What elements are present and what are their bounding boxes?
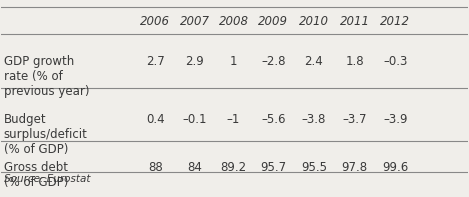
Text: 2009: 2009 (258, 15, 288, 28)
Text: –1: –1 (227, 113, 240, 126)
Text: 95.7: 95.7 (260, 161, 286, 174)
Text: 2.4: 2.4 (304, 55, 323, 68)
Text: 89.2: 89.2 (220, 161, 247, 174)
Text: 2012: 2012 (380, 15, 410, 28)
Text: –0.1: –0.1 (182, 113, 207, 126)
Text: 2008: 2008 (219, 15, 249, 28)
Text: 2.9: 2.9 (186, 55, 204, 68)
Text: –3.7: –3.7 (342, 113, 367, 126)
Text: 84: 84 (188, 161, 202, 174)
Text: Gross debt
(% of GDP): Gross debt (% of GDP) (4, 161, 68, 189)
Text: –3.8: –3.8 (302, 113, 326, 126)
Text: –3.9: –3.9 (383, 113, 408, 126)
Text: 2010: 2010 (299, 15, 329, 28)
Text: –5.6: –5.6 (261, 113, 286, 126)
Text: 97.8: 97.8 (342, 161, 368, 174)
Text: 1: 1 (230, 55, 237, 68)
Text: 88: 88 (148, 161, 163, 174)
Text: Source: Eurostat: Source: Eurostat (4, 174, 90, 184)
Text: 99.6: 99.6 (382, 161, 408, 174)
Text: –0.3: –0.3 (383, 55, 408, 68)
Text: 95.5: 95.5 (301, 161, 327, 174)
Text: –2.8: –2.8 (261, 55, 286, 68)
Text: Budget
surplus/deficit
(% of GDP): Budget surplus/deficit (% of GDP) (4, 113, 88, 156)
Text: 2.7: 2.7 (146, 55, 165, 68)
Text: GDP growth
rate (% of
previous year): GDP growth rate (% of previous year) (4, 55, 89, 98)
Text: 2006: 2006 (140, 15, 170, 28)
Text: 2011: 2011 (340, 15, 370, 28)
Text: 2007: 2007 (180, 15, 210, 28)
Text: 0.4: 0.4 (146, 113, 165, 126)
Text: 1.8: 1.8 (346, 55, 364, 68)
